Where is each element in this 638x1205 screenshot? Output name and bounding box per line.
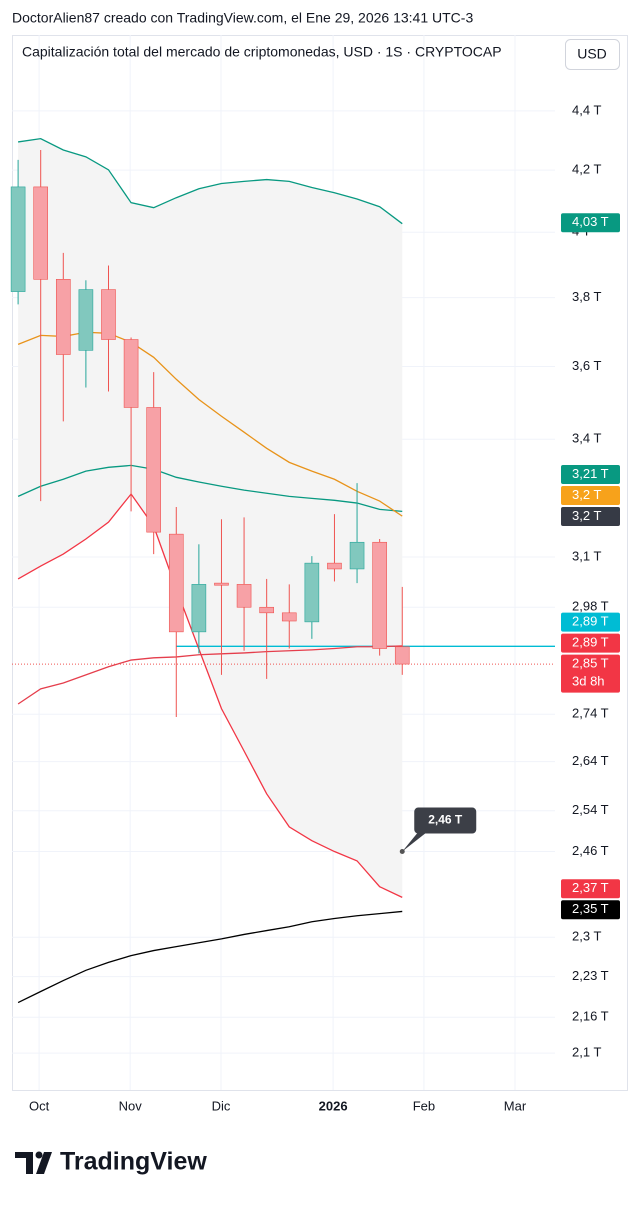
price-label: 2,89 T xyxy=(572,635,609,650)
x-tick-label: Dic xyxy=(212,1098,231,1113)
y-tick-label: 4,2 T xyxy=(572,162,601,177)
candle-body xyxy=(394,646,410,665)
indicator-line xyxy=(17,492,403,898)
y-tick-label: 2,98 T xyxy=(572,599,609,614)
candle-body xyxy=(33,186,48,280)
price-label: 3,2 T xyxy=(572,487,601,502)
price-label-box xyxy=(561,465,620,485)
y-tick-label: 2,1 T xyxy=(572,1045,601,1060)
price-countdown: 3d 8h xyxy=(572,674,605,689)
logo-icon xyxy=(15,1151,52,1174)
y-tick-label: 3,6 T xyxy=(572,358,601,373)
x-tick-label: Nov xyxy=(119,1098,143,1113)
candle-body xyxy=(146,407,161,533)
y-tick-label: 3,8 T xyxy=(572,289,601,304)
currency-button[interactable] xyxy=(565,39,620,70)
price-label: 4,03 T xyxy=(572,214,609,229)
price-label: 2,35 T xyxy=(572,901,609,916)
candle-body xyxy=(10,186,26,292)
candle-body xyxy=(123,339,139,408)
y-tick-label: 2,64 T xyxy=(572,753,609,768)
candle-body xyxy=(191,584,207,633)
price-label-box xyxy=(561,879,620,899)
y-tick-label: 2,54 T xyxy=(572,802,609,817)
x-tick-label: Mar xyxy=(504,1098,527,1113)
x-tick-label: Oct xyxy=(29,1098,50,1113)
chart-frame xyxy=(12,35,628,1091)
price-label: 2,89 T xyxy=(572,614,609,629)
candle-body xyxy=(304,562,320,623)
logo-text: TradingView xyxy=(60,1148,207,1176)
price-label: 3,21 T xyxy=(572,466,609,481)
candle-body xyxy=(78,289,94,351)
candle-body xyxy=(372,541,387,649)
y-tick-label: 3,4 T xyxy=(572,431,601,446)
price-label-box xyxy=(561,507,620,527)
y-tick-label: 2,16 T xyxy=(572,1009,609,1024)
price-label-box xyxy=(561,900,620,920)
chart-title: Capitalización total del mercado de crip… xyxy=(22,44,502,60)
y-tick-label: 3,1 T xyxy=(572,548,601,563)
price-label-box xyxy=(561,486,620,506)
candle-body xyxy=(349,541,365,570)
candle-body xyxy=(236,584,252,608)
note-label: 2,46 T xyxy=(428,813,463,827)
indicator-line xyxy=(17,910,403,1004)
price-label: 2,37 T xyxy=(572,880,609,895)
price-label-box xyxy=(561,654,620,693)
plot-area: 2,46 T xyxy=(10,35,555,1090)
y-tick-label: 2,3 T xyxy=(572,929,601,944)
x-tick-label: 2026 xyxy=(319,1098,348,1113)
currency-label[interactable]: USD xyxy=(577,46,607,62)
price-label-box xyxy=(561,612,620,632)
x-tick-label: Feb xyxy=(413,1098,435,1113)
y-tick-label: 2,46 T xyxy=(572,843,609,858)
price-label: 3,2 T xyxy=(572,508,601,523)
indicator-line xyxy=(18,137,403,225)
price-label: 2,85 T xyxy=(572,656,609,671)
credit: DoctorAlien87 creado con TradingView.com… xyxy=(12,10,473,26)
candle-body xyxy=(327,562,342,570)
y-tick-label: 2,23 T xyxy=(572,968,609,983)
price-label-box xyxy=(561,213,620,233)
band-fill xyxy=(18,138,403,898)
candle-body xyxy=(214,582,229,586)
y-tick-label: 2,74 T xyxy=(572,706,609,721)
indicator-line xyxy=(17,645,403,705)
candle-body xyxy=(55,279,71,355)
price-label-box xyxy=(561,633,620,653)
y-tick-label: 4,4 T xyxy=(572,102,601,117)
note-pointer xyxy=(402,829,431,852)
candle-body xyxy=(259,606,274,614)
indicator-line xyxy=(17,464,403,513)
candle-body xyxy=(168,533,184,633)
candle-body xyxy=(281,612,297,622)
candle-body xyxy=(101,289,116,340)
note-box xyxy=(414,807,477,834)
